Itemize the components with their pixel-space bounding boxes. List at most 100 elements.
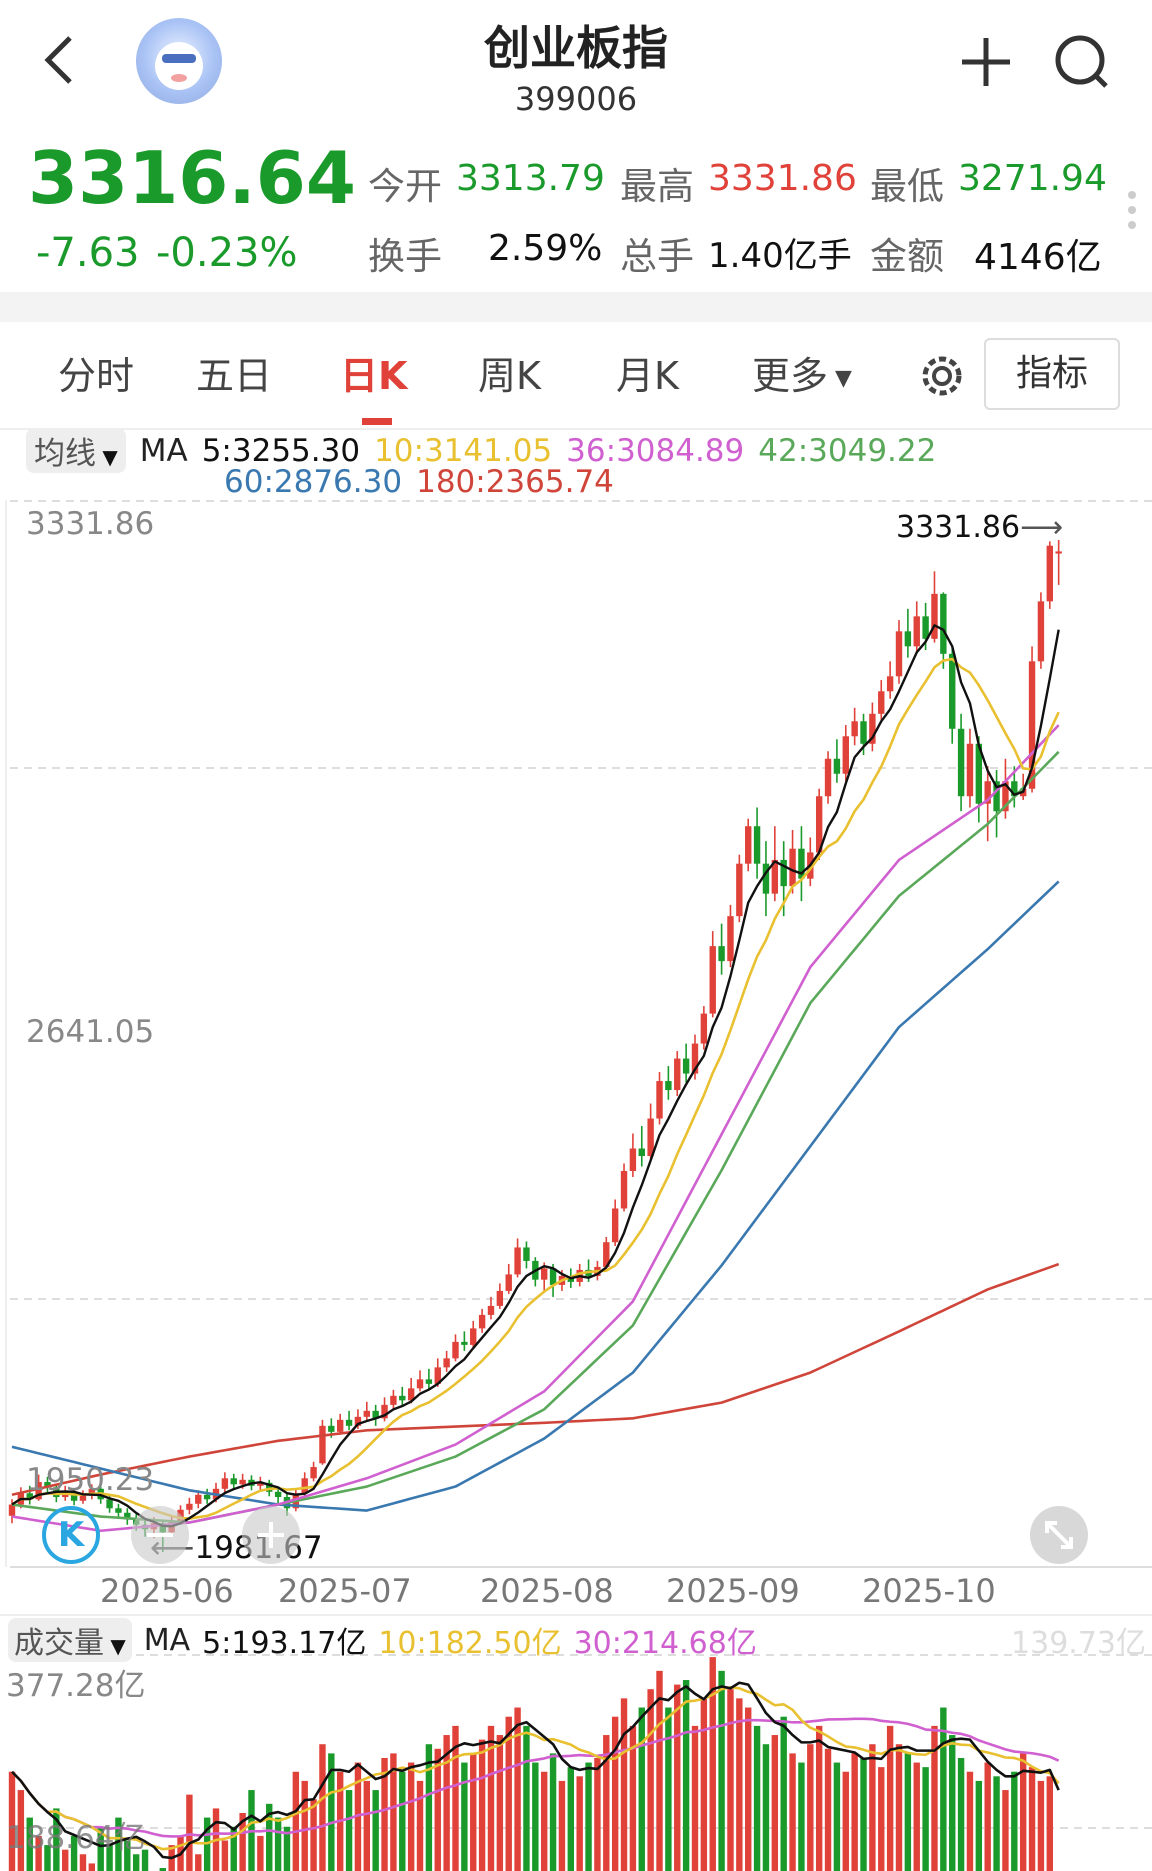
candle-body — [8, 1504, 16, 1516]
zoom-in-button[interactable] — [242, 1506, 300, 1564]
vol-ma30-line — [11, 1717, 1060, 1838]
candle-body — [124, 1512, 131, 1520]
volume-bar — [434, 1748, 441, 1871]
kline-toggle-button[interactable]: K — [42, 1506, 100, 1564]
tab-intraday[interactable]: 分时 — [58, 354, 135, 398]
candle-body — [203, 1494, 211, 1500]
candle-body — [425, 1379, 433, 1384]
candle-body — [700, 1013, 708, 1044]
settings-button[interactable] — [916, 350, 968, 402]
volume-bar — [940, 1707, 947, 1871]
candle-body — [1037, 601, 1045, 662]
candle-body — [727, 916, 734, 962]
candle-body — [390, 1395, 397, 1405]
volume-bar — [35, 1835, 42, 1871]
candle-body — [26, 1493, 33, 1500]
candle-body — [674, 1058, 681, 1091]
candle-body — [895, 631, 903, 677]
volume-bar — [949, 1735, 956, 1871]
candle-body — [434, 1367, 441, 1384]
candle-body — [789, 848, 796, 887]
volume-bar — [895, 1744, 903, 1871]
back-button[interactable] — [36, 30, 86, 90]
zoom-out-button[interactable] — [131, 1506, 189, 1564]
volume-bar — [106, 1845, 113, 1871]
candle-body — [541, 1268, 548, 1280]
volume-bar — [629, 1725, 637, 1871]
add-button[interactable] — [958, 34, 1014, 90]
x-tick: 2025-10 — [862, 1572, 996, 1610]
volume-bar — [1011, 1771, 1018, 1871]
volume-value: 1.40亿手 — [708, 236, 852, 276]
plus-icon — [962, 38, 1010, 86]
volume-bar — [443, 1735, 450, 1871]
volume-bar — [665, 1707, 672, 1871]
volume-selector[interactable]: 成交量 ▼ — [8, 1618, 132, 1662]
search-button[interactable] — [1052, 32, 1112, 92]
tab-daily-k[interactable]: 日K — [340, 354, 408, 398]
volume-bar — [416, 1780, 424, 1871]
volume-bar — [132, 1854, 140, 1871]
ma-selector[interactable]: 均线 ▼ — [26, 428, 126, 473]
more-dots-icon[interactable] — [1126, 190, 1138, 230]
volume-bar — [266, 1803, 273, 1871]
volume-bar — [390, 1753, 397, 1871]
candle-body — [904, 631, 912, 647]
candle-body — [975, 743, 983, 804]
tab-five-day[interactable]: 五日 — [196, 354, 273, 398]
volume-bar — [1019, 1753, 1027, 1871]
stock-code: 399006 — [514, 80, 638, 118]
turnover-label: 换手 — [368, 235, 442, 278]
candle-body — [957, 728, 965, 797]
tab-more[interactable]: 更多 ▼ — [752, 345, 852, 400]
ma42-line — [11, 750, 1060, 1524]
tab-monthly-k[interactable]: 月K — [616, 354, 679, 398]
candle-body — [266, 1482, 273, 1492]
volume-bar — [221, 1840, 229, 1871]
volume-bar — [310, 1799, 317, 1871]
volume-bar — [638, 1707, 645, 1871]
candle-body — [1046, 545, 1053, 602]
volume-bar — [824, 1748, 832, 1871]
candle-body — [496, 1290, 504, 1306]
volume-bar — [727, 1689, 734, 1871]
volume-bar — [354, 1762, 362, 1871]
volume-bar — [478, 1739, 486, 1871]
volume-bar — [931, 1725, 938, 1871]
vol-ma5-value: 5:193.17亿 — [202, 1626, 367, 1661]
ma36-value: 36:3084.89 — [566, 432, 745, 469]
volume-bar — [381, 1757, 388, 1871]
volume-bar — [736, 1698, 743, 1871]
volume-bar — [993, 1776, 1000, 1871]
volume-bar — [70, 1835, 78, 1871]
volume-bar — [966, 1771, 974, 1871]
y-tick-mid: 2641.05 — [26, 1014, 155, 1050]
volume-bar — [97, 1826, 104, 1871]
avatar[interactable] — [136, 18, 222, 104]
tab-weekly-k[interactable]: 周K — [478, 354, 541, 398]
max-annotation: 3331.86⟶ — [896, 510, 1063, 545]
indicator-button[interactable]: 指标 — [984, 338, 1120, 410]
volume-bar — [1002, 1790, 1009, 1871]
volume-bar — [186, 1794, 193, 1871]
volume-bar — [567, 1767, 575, 1871]
volume-bar — [62, 1849, 69, 1871]
candle-body — [70, 1491, 78, 1501]
volume-bar — [886, 1725, 894, 1871]
mascot-icon — [155, 42, 203, 90]
volume-bar — [771, 1735, 779, 1871]
volume-bar — [656, 1670, 663, 1871]
x-tick: 2025-07 — [278, 1572, 412, 1610]
section-divider — [0, 292, 1152, 322]
candle-body — [753, 826, 761, 864]
ma-legend-row-2: 60:2876.30 180:2365.74 — [224, 464, 614, 500]
candle-body — [505, 1274, 512, 1291]
candle-body — [798, 848, 805, 879]
vol-ma5-line — [11, 1681, 1060, 1860]
candle-body — [913, 616, 920, 647]
candle-body — [842, 736, 849, 774]
chevron-left-icon — [44, 36, 72, 84]
volume-bar — [869, 1744, 876, 1871]
fullscreen-button[interactable] — [1030, 1506, 1088, 1564]
